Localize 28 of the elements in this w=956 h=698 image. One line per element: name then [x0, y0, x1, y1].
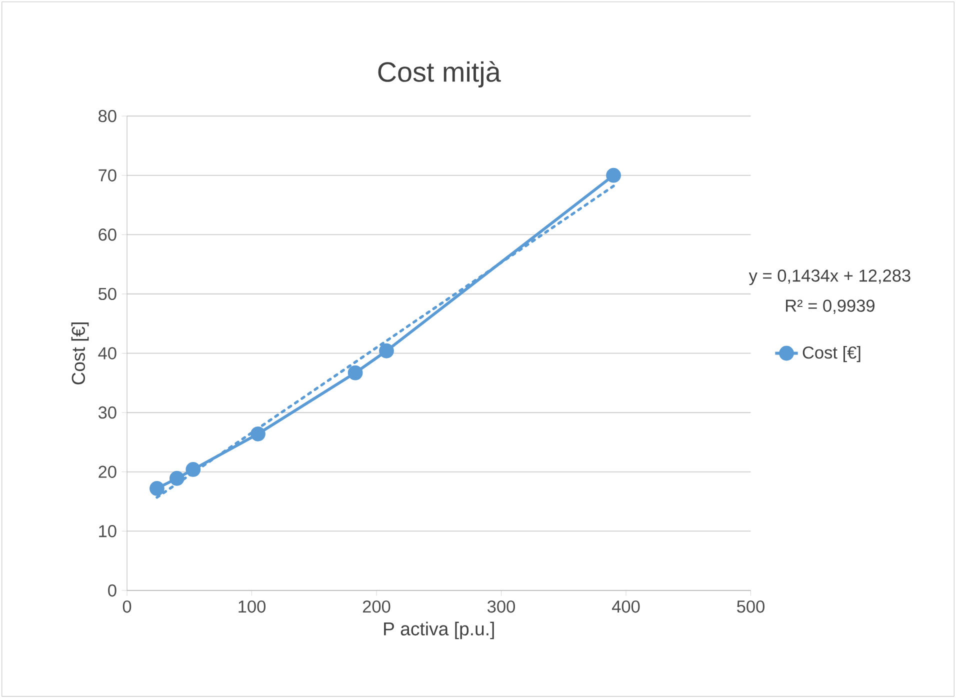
point: [250, 426, 266, 442]
x-tick-label: 300: [488, 600, 515, 613]
y-tick-label: 60: [98, 228, 116, 241]
x-tick-label: 200: [362, 600, 390, 613]
point: [606, 168, 621, 183]
chart-title: Cost mitjà: [378, 61, 501, 88]
x-axis-title: P activa [p.u.]: [384, 622, 494, 640]
x-tick-label: 500: [737, 600, 764, 613]
y-tick-label: 0: [108, 584, 116, 596]
y-tick-label: 20: [98, 466, 116, 478]
point: [169, 470, 184, 486]
legend-label: Cost [€]: [802, 346, 860, 362]
y-tick-label: 30: [98, 406, 116, 419]
y-tick-label: 80: [98, 110, 116, 122]
y-axis-title: Cost [€]: [71, 322, 89, 384]
point: [379, 343, 394, 358]
point: [186, 462, 201, 477]
text: R² = 0,9939: [786, 300, 874, 314]
point: [348, 365, 363, 380]
x-tick-label: 400: [612, 600, 640, 613]
annotation: y = 0,1434x + 12,283: [748, 269, 910, 286]
point: [150, 480, 164, 496]
x-tick-label: 0: [122, 600, 132, 613]
y-tick-label: 10: [99, 524, 116, 538]
x-tick-label: 100: [238, 600, 266, 613]
y-tick-label: 40: [98, 347, 116, 360]
y-tick-label: 50: [98, 288, 116, 300]
y-tick-label: 70: [98, 169, 116, 182]
